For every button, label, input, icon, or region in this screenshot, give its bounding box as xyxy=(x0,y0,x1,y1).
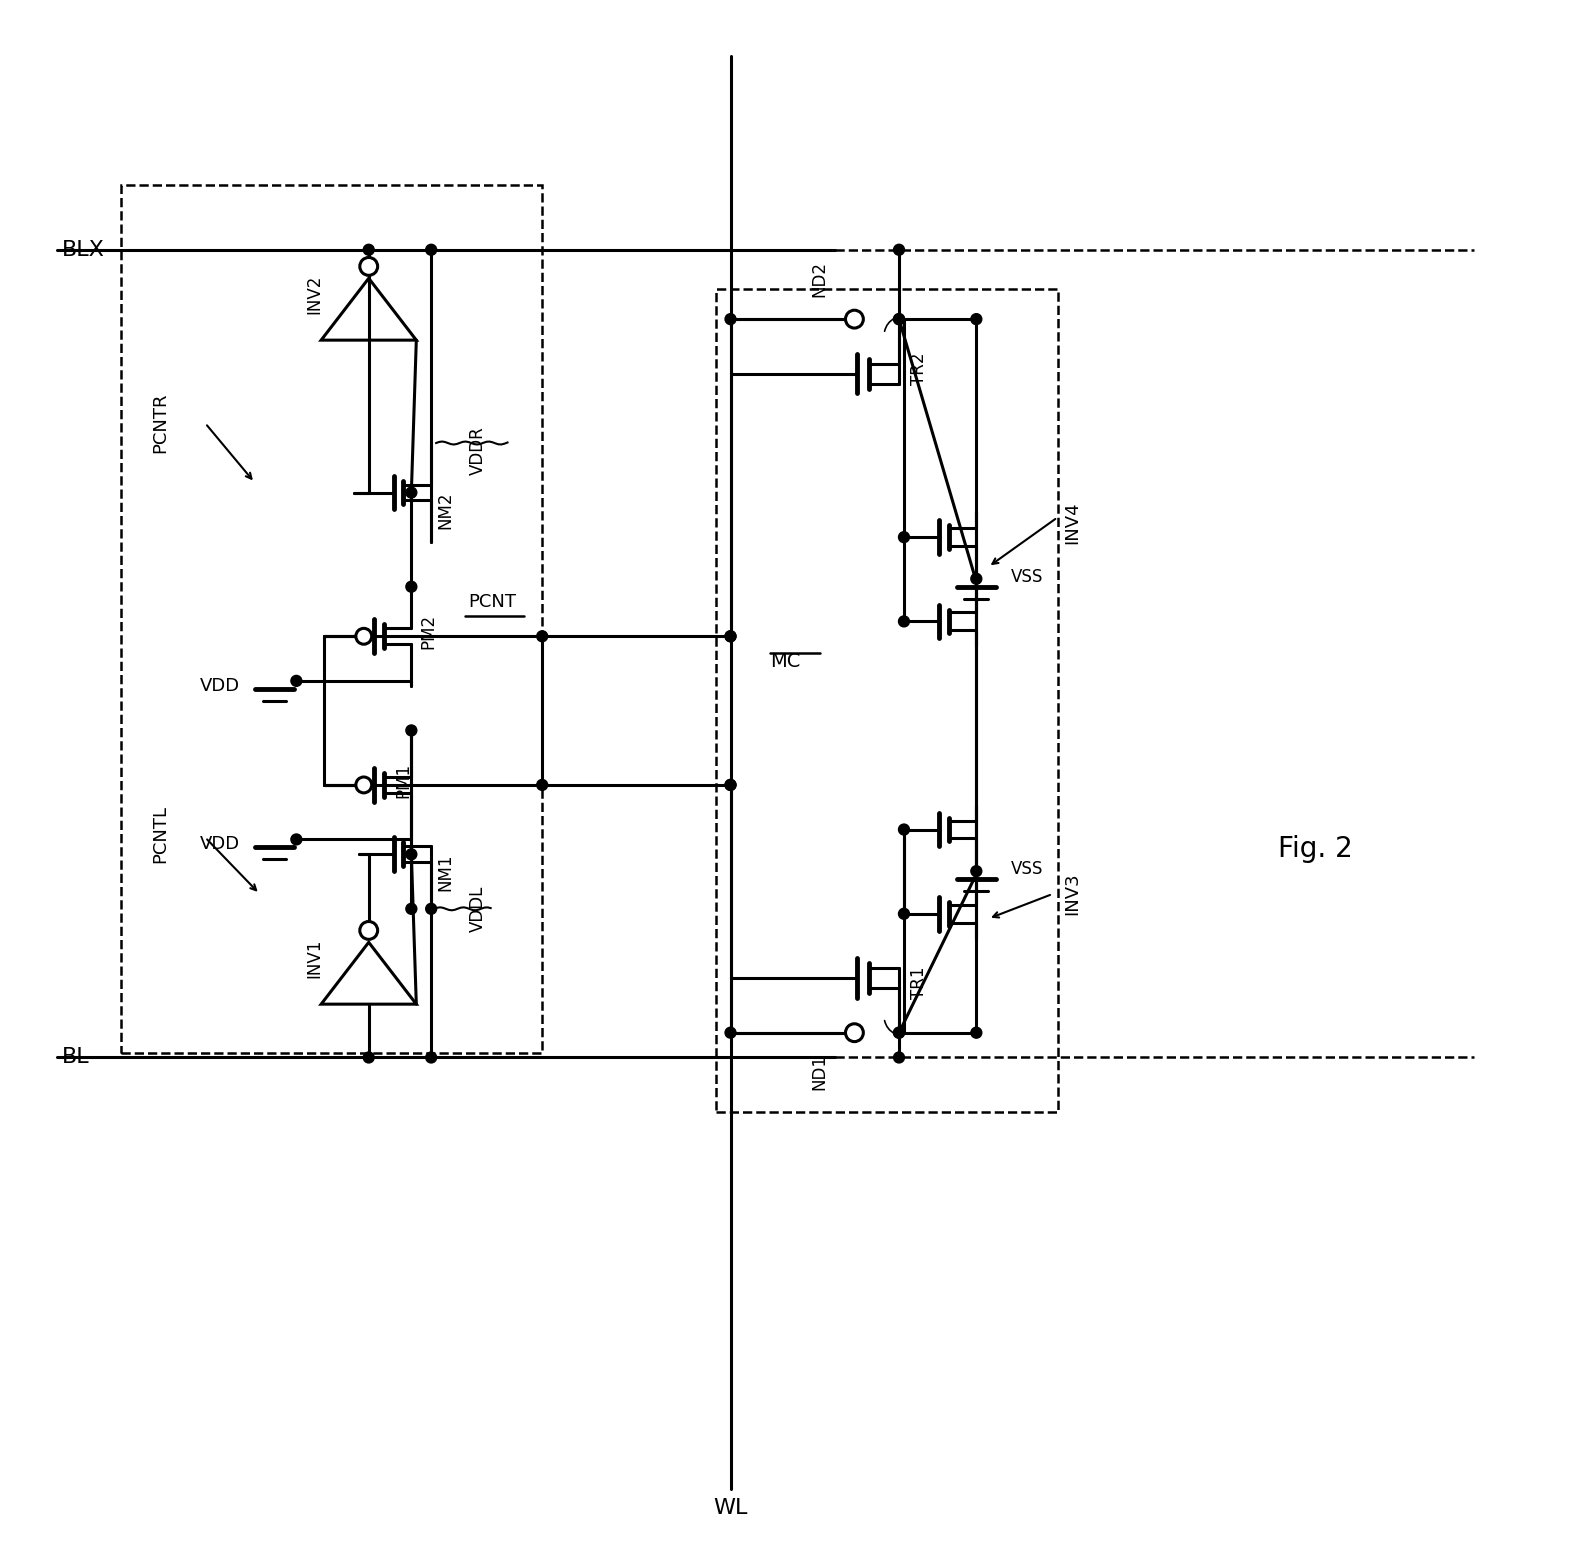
Text: PCNTL: PCNTL xyxy=(151,805,170,863)
Text: PM2: PM2 xyxy=(419,614,437,648)
Text: INV1: INV1 xyxy=(306,939,323,978)
Circle shape xyxy=(899,824,910,835)
Circle shape xyxy=(426,244,437,255)
Circle shape xyxy=(894,314,905,325)
Circle shape xyxy=(894,1053,905,1064)
Text: MC: MC xyxy=(770,652,801,670)
Circle shape xyxy=(725,631,736,642)
Circle shape xyxy=(536,631,547,642)
Circle shape xyxy=(725,631,736,642)
Circle shape xyxy=(971,1028,982,1039)
Circle shape xyxy=(290,675,301,686)
Circle shape xyxy=(845,1023,863,1042)
Text: NM1: NM1 xyxy=(437,854,454,891)
Circle shape xyxy=(363,244,374,255)
Text: TR1: TR1 xyxy=(910,967,927,1000)
Text: VDDR: VDDR xyxy=(468,426,487,476)
Circle shape xyxy=(426,903,437,914)
Circle shape xyxy=(971,866,982,877)
Text: PCNTR: PCNTR xyxy=(151,393,170,454)
Circle shape xyxy=(725,1028,736,1039)
Circle shape xyxy=(894,244,905,255)
Text: INV2: INV2 xyxy=(306,275,323,314)
Text: NM2: NM2 xyxy=(437,491,454,529)
Circle shape xyxy=(360,258,377,275)
Circle shape xyxy=(894,1028,905,1039)
Text: PCNT: PCNT xyxy=(468,592,517,611)
Text: TR2: TR2 xyxy=(910,353,927,386)
Circle shape xyxy=(899,532,910,543)
Circle shape xyxy=(725,779,736,790)
Text: Fig. 2: Fig. 2 xyxy=(1277,835,1353,863)
Text: INV4: INV4 xyxy=(1063,501,1082,544)
Circle shape xyxy=(356,778,372,793)
Text: ND1: ND1 xyxy=(811,1054,830,1090)
Circle shape xyxy=(845,309,863,328)
Circle shape xyxy=(360,922,377,939)
Circle shape xyxy=(971,314,982,325)
Text: VDDL: VDDL xyxy=(468,886,487,931)
Circle shape xyxy=(363,1053,374,1064)
Circle shape xyxy=(899,908,910,919)
Text: PM1: PM1 xyxy=(394,762,413,798)
Circle shape xyxy=(725,314,736,325)
Circle shape xyxy=(725,779,736,790)
Circle shape xyxy=(405,903,416,914)
Circle shape xyxy=(426,1053,437,1064)
Circle shape xyxy=(405,725,416,736)
Circle shape xyxy=(405,582,416,592)
Text: BL: BL xyxy=(62,1048,88,1067)
Circle shape xyxy=(356,628,372,644)
Text: VSS: VSS xyxy=(1011,860,1044,879)
Circle shape xyxy=(971,574,982,585)
Circle shape xyxy=(899,616,910,627)
Circle shape xyxy=(405,849,416,860)
Circle shape xyxy=(536,779,547,790)
Text: WL: WL xyxy=(713,1499,747,1518)
Circle shape xyxy=(405,487,416,498)
Text: VDD: VDD xyxy=(200,676,240,695)
Text: VDD: VDD xyxy=(200,835,240,854)
Text: BLX: BLX xyxy=(62,239,104,260)
Circle shape xyxy=(894,1028,905,1039)
Circle shape xyxy=(290,833,301,844)
Text: ND2: ND2 xyxy=(811,261,830,297)
Circle shape xyxy=(894,314,905,325)
Text: VSS: VSS xyxy=(1011,568,1044,586)
Text: INV3: INV3 xyxy=(1063,872,1082,916)
